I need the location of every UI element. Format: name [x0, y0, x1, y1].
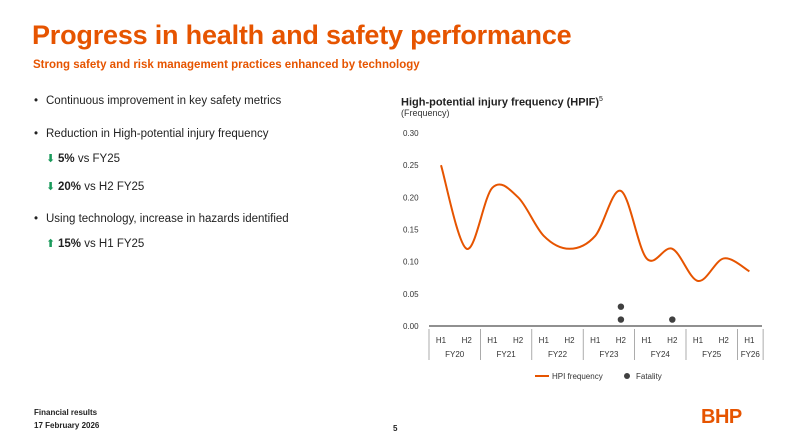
- x-group-label: FY24: [651, 350, 671, 359]
- x-tick-label: H1: [744, 336, 755, 345]
- page-number: 5: [393, 424, 398, 433]
- y-tick-label: 0.00: [403, 322, 419, 331]
- bullet-dot-icon: •: [34, 213, 39, 225]
- x-group-label: FY23: [599, 350, 619, 359]
- fatality-point: [669, 316, 676, 323]
- y-tick-label: 0.20: [403, 193, 419, 202]
- y-tick-label: 0.10: [403, 258, 419, 267]
- y-tick-label: 0.15: [403, 226, 419, 235]
- x-tick-label: H1: [693, 336, 704, 345]
- footer-date: 17 February 2026: [34, 421, 100, 430]
- x-tick-label: H2: [513, 336, 524, 345]
- chart-title-footnote: 5: [599, 96, 603, 103]
- fatality-point: [617, 303, 625, 310]
- metric-item: ⬇ 5% vs FY25: [46, 152, 120, 165]
- metric-value: 5%: [58, 153, 75, 165]
- metric-value: 20%: [58, 181, 82, 193]
- bhp-logo: BHP: [701, 406, 742, 428]
- footer-title: Financial results: [34, 408, 98, 417]
- bullet-text: Using technology, increase in hazards id…: [46, 213, 289, 225]
- metric-item: ⬇ 20% vs H2 FY25: [46, 180, 144, 193]
- metric-text: vs H2 FY25: [84, 181, 145, 193]
- bullet-dot-icon: •: [34, 95, 39, 107]
- x-group-label: FY22: [548, 350, 568, 359]
- x-tick-label: H1: [436, 336, 447, 345]
- x-tick-label: H1: [487, 336, 498, 345]
- page-title: Progress in health and safety performanc…: [32, 20, 572, 50]
- chart-title: High-potential injury frequency (HPIF)5: [401, 96, 603, 109]
- x-group-label: FY20: [445, 350, 465, 359]
- metric-text: vs H1 FY25: [84, 238, 145, 250]
- bullet-item: • Continuous improvement in key safety me…: [34, 95, 281, 107]
- page-subtitle: Strong safety and risk management practi…: [33, 59, 420, 71]
- x-tick-label: H2: [667, 336, 678, 345]
- x-group-label: FY21: [497, 350, 517, 359]
- fatality-point: [617, 316, 625, 323]
- x-group-label: FY26: [741, 350, 761, 359]
- x-tick-label: H1: [641, 336, 652, 345]
- arrow-down-icon: ⬇: [46, 153, 56, 165]
- x-tick-label: H2: [719, 336, 730, 345]
- metric-text: vs FY25: [77, 153, 121, 165]
- y-tick-label: 0.25: [403, 161, 419, 170]
- bullet-item: • Using technology, increase in hazards i…: [34, 213, 289, 225]
- bullet-dot-icon: •: [34, 128, 39, 140]
- y-tick-label: 0.05: [403, 290, 419, 299]
- legend-label: HPI frequency: [552, 372, 603, 381]
- x-tick-label: H2: [616, 336, 627, 345]
- legend-dot-swatch: [624, 373, 630, 379]
- metric-item: ⬆ 15% vs H1 FY25: [46, 237, 144, 250]
- x-tick-label: H2: [564, 336, 575, 345]
- chart-title-text: High-potential injury frequency (HPIF): [401, 96, 600, 109]
- x-tick-label: H1: [539, 336, 550, 345]
- x-tick-label: H1: [590, 336, 601, 345]
- x-tick-label: H2: [462, 336, 473, 345]
- bullet-item: • Reduction in High-potential injury freq…: [34, 128, 268, 140]
- arrow-up-icon: ⬆: [46, 238, 56, 250]
- arrow-down-icon: ⬇: [46, 181, 56, 193]
- bullet-text: Reduction in High-potential injury frequ…: [46, 128, 269, 140]
- chart-subtitle: (Frequency): [401, 108, 450, 118]
- metric-value: 15%: [58, 238, 82, 250]
- y-tick-label: 0.30: [403, 129, 419, 138]
- hpi-frequency-line: [440, 164, 750, 282]
- bullet-text: Continuous improvement in key safety met…: [46, 95, 282, 107]
- x-group-label: FY25: [702, 350, 722, 359]
- legend-label: Fatality: [636, 372, 662, 381]
